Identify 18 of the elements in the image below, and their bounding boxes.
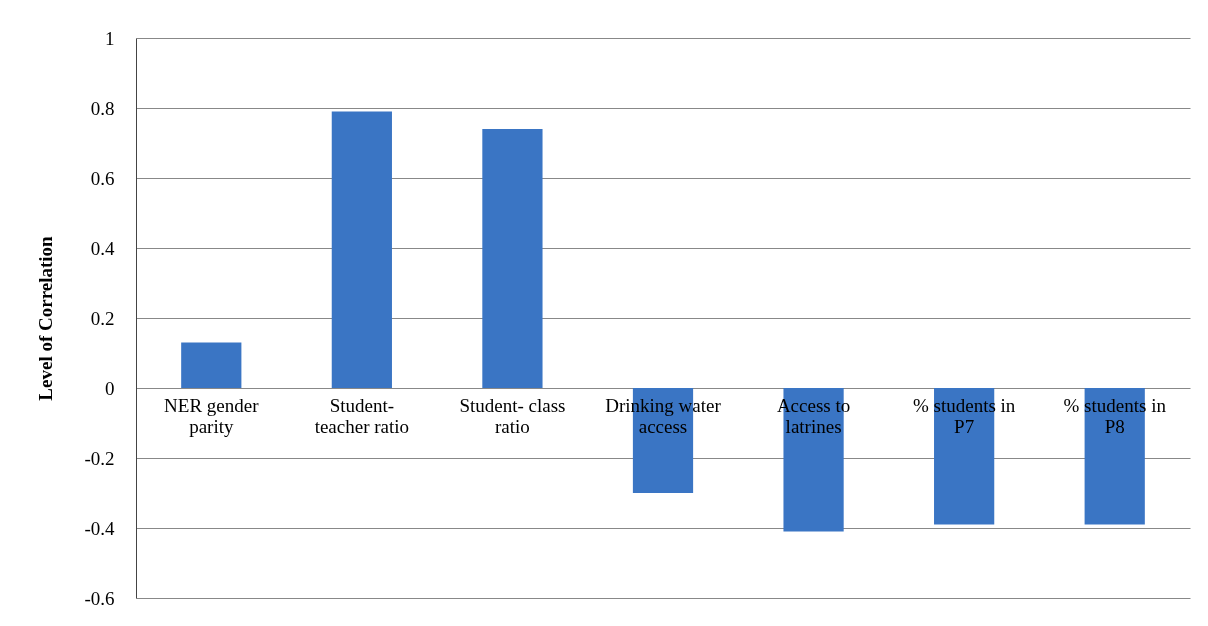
bar	[181, 342, 242, 388]
y-tick-label: 0.2	[90, 307, 115, 329]
y-axis-title: Level of Correlation	[35, 235, 57, 401]
y-tick-label: 0.4	[90, 237, 115, 259]
y-tick-label: 1	[105, 27, 115, 49]
y-tick-label: -0.2	[84, 447, 115, 469]
x-tick-label: Student- class ratio	[459, 394, 566, 437]
y-tick-label: 0.8	[90, 97, 115, 119]
x-tick-label: Student- teacher ratio	[314, 394, 410, 437]
bar	[1084, 388, 1145, 525]
y-tick-label: -0.4	[84, 517, 115, 539]
bar	[934, 388, 995, 525]
y-tick-label: -0.6	[84, 587, 115, 609]
bar	[331, 111, 392, 388]
y-tick-label: 0.6	[90, 167, 115, 189]
x-tick-label: NER gender parity	[164, 394, 260, 437]
bar	[482, 129, 543, 388]
y-tick-label: 0	[105, 377, 115, 399]
